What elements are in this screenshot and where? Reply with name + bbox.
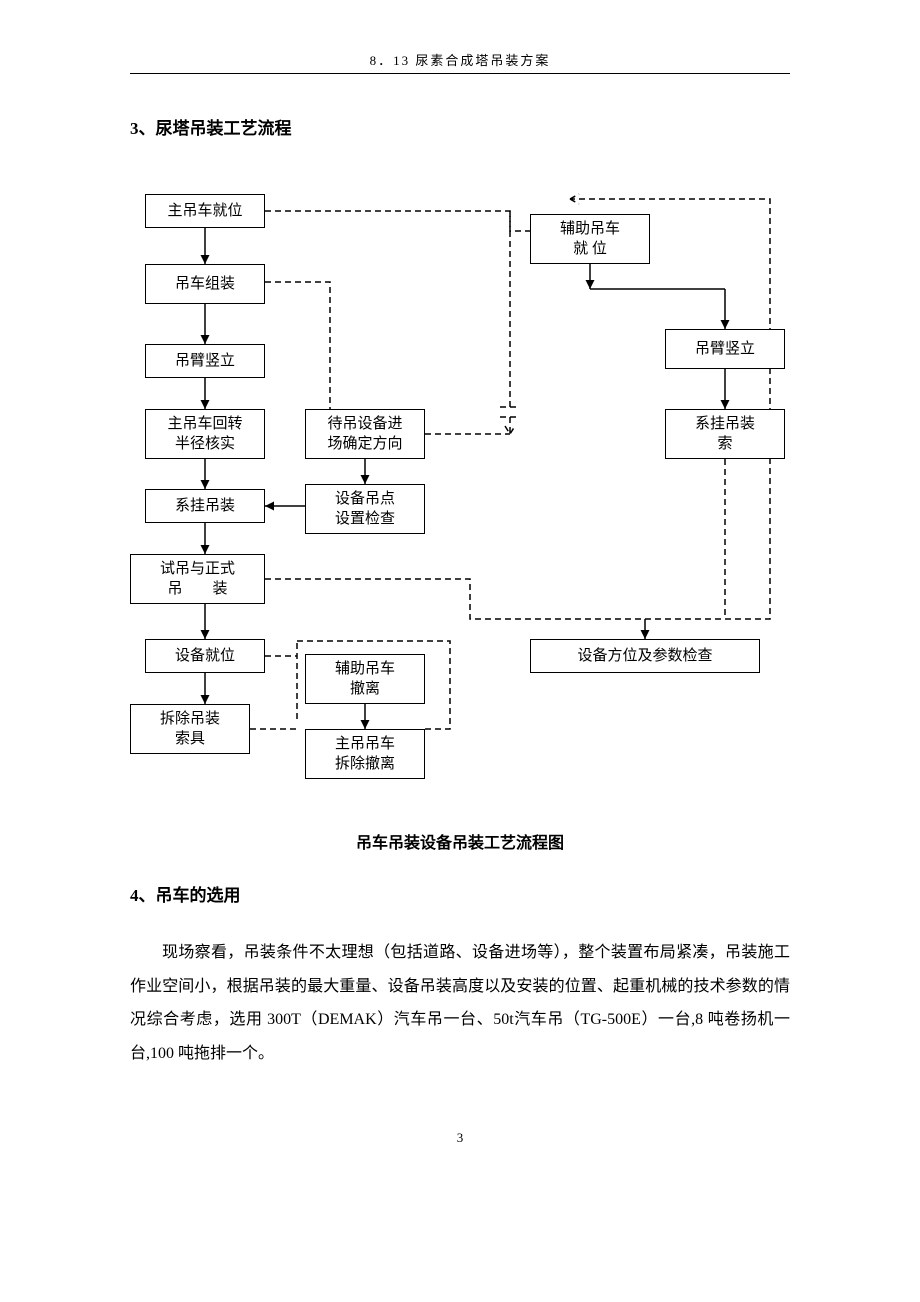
flow-node: 系挂吊装 <box>145 489 265 523</box>
flow-node: 设备就位 <box>145 639 265 673</box>
flow-node: 主吊车回转 半径核实 <box>145 409 265 459</box>
flow-node: 主吊吊车 拆除撤离 <box>305 729 425 779</box>
section-4-title: 4、吊车的选用 <box>130 881 790 906</box>
flow-node: 待吊设备进 场确定方向 <box>305 409 425 459</box>
flow-node: 吊车组装 <box>145 264 265 304</box>
flow-node: 辅助吊车 就 位 <box>530 214 650 264</box>
flow-node: 设备方位及参数检查 <box>530 639 760 673</box>
flowchart-caption: 吊车吊装设备吊装工艺流程图 <box>130 829 790 853</box>
flow-node: 主吊车就位 <box>145 194 265 228</box>
page-number: 3 <box>130 1130 790 1146</box>
flow-node: 系挂吊装 索 <box>665 409 785 459</box>
section-3-title: 3、尿塔吊装工艺流程 <box>130 114 790 139</box>
page-header: 8．13 尿素合成塔吊装方案 <box>130 50 790 74</box>
flow-node: 设备吊点 设置检查 <box>305 484 425 534</box>
section-4-body: 现场察看，吊装条件不太理想（包括道路、设备进场等），整个装置布局紧凑，吊装施工作… <box>130 936 790 1070</box>
flow-node: 拆除吊装 索具 <box>130 704 250 754</box>
flow-node: 辅助吊车 撤离 <box>305 654 425 704</box>
flow-node: 吊臂竖立 <box>145 344 265 378</box>
flow-node: 吊臂竖立 <box>665 329 785 369</box>
flow-node: 试吊与正式 吊 装 <box>130 554 265 604</box>
flowchart: 主吊车就位吊车组装吊臂竖立主吊车回转 半径核实系挂吊装试吊与正式 吊 装设备就位… <box>130 169 790 809</box>
